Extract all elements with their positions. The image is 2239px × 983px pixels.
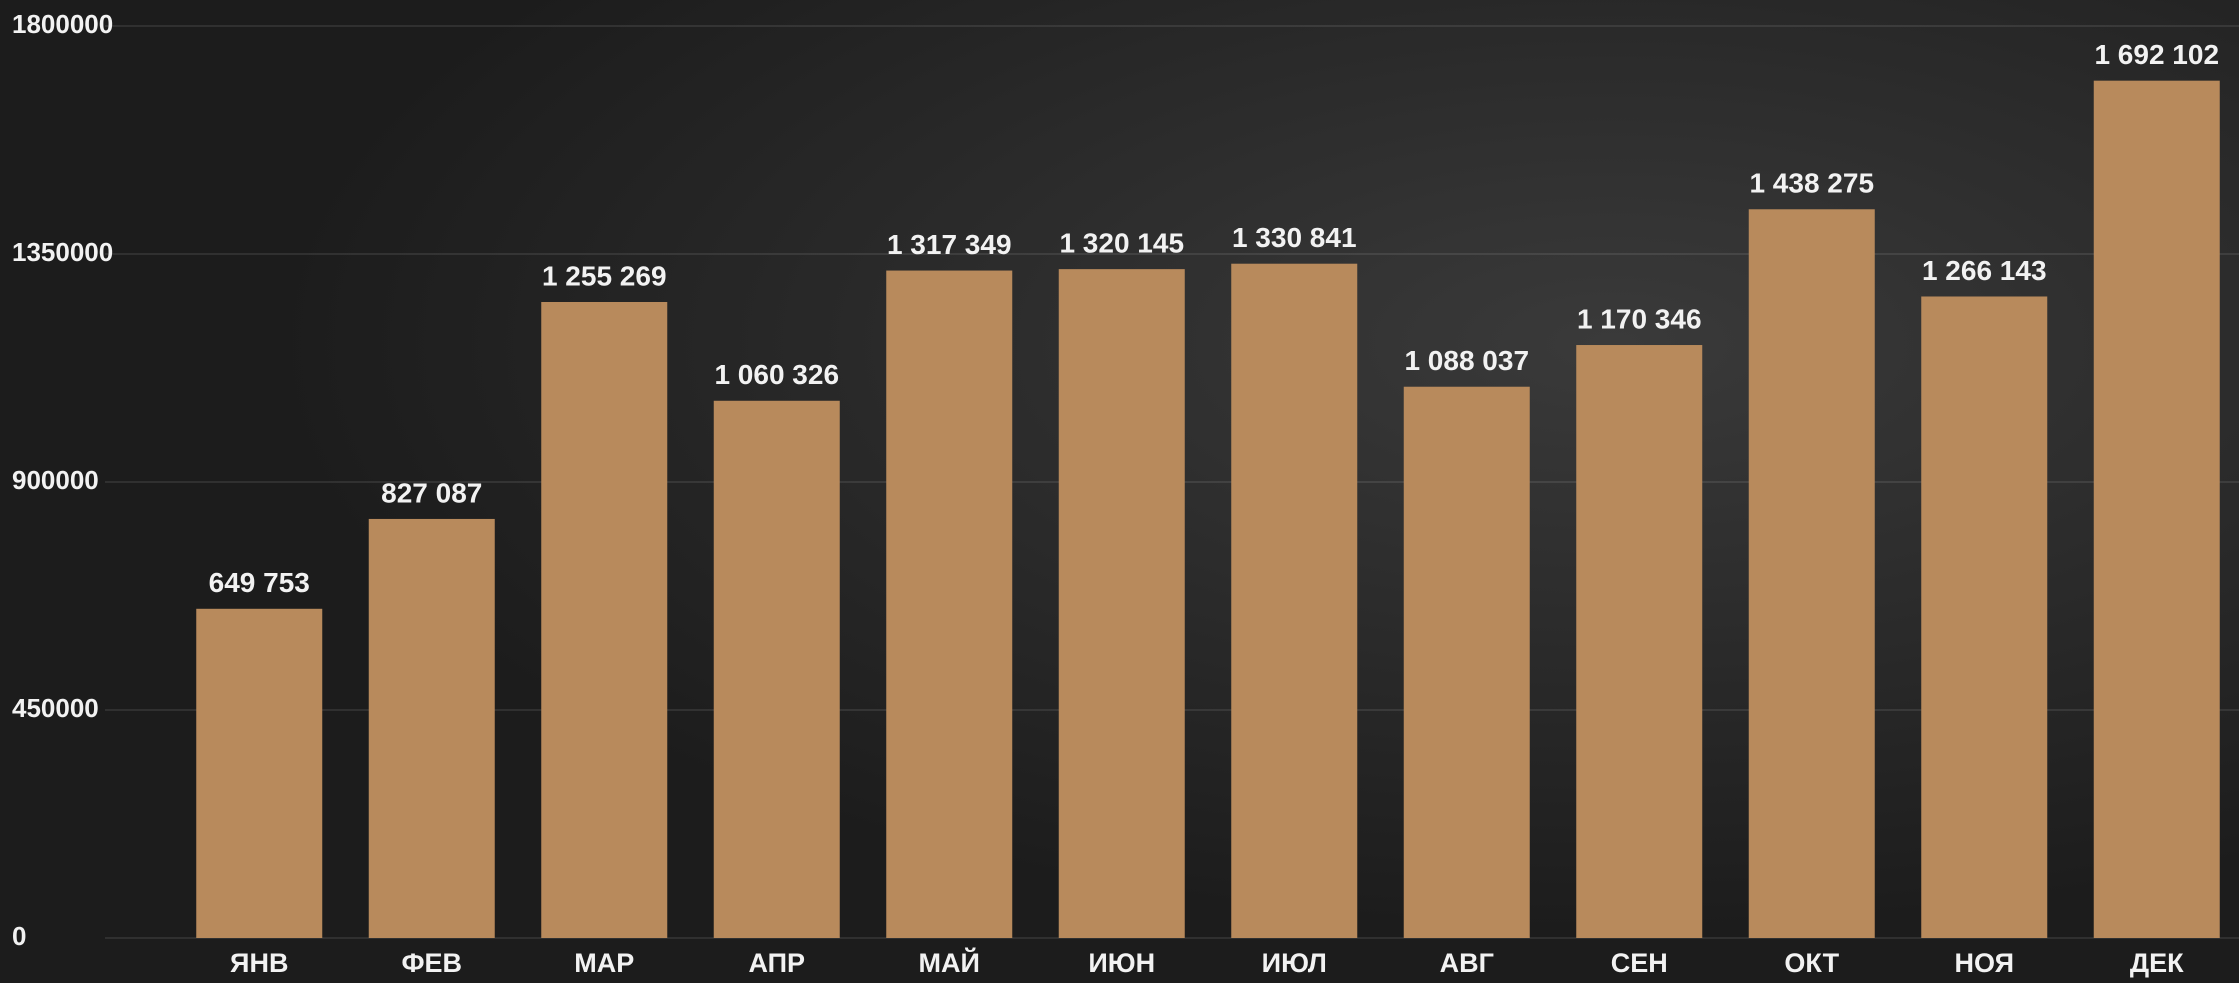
bar: [2093, 80, 2220, 938]
bar: [368, 518, 495, 938]
value-label: 1 692 102: [2094, 39, 2219, 70]
x-tick-label: МАР: [574, 948, 634, 978]
x-tick-label: ИЮЛ: [1262, 948, 1327, 978]
value-label: 1 170 346: [1577, 303, 1702, 334]
bar: [1921, 296, 2048, 938]
bar: [1576, 345, 1703, 939]
value-label: 1 330 841: [1232, 222, 1357, 253]
value-label: 1 438 275: [1749, 168, 1874, 199]
y-tick-label: 900000: [12, 465, 99, 495]
x-tick-label: ФЕВ: [401, 948, 462, 978]
y-tick-label: 1350000: [12, 237, 113, 267]
bar: [1748, 209, 1875, 939]
bar: [1231, 263, 1358, 938]
value-label: 1 320 145: [1059, 228, 1184, 259]
bar: [541, 301, 668, 938]
x-tick-label: НОЯ: [1954, 948, 2014, 978]
x-tick-label: ОКТ: [1784, 948, 1839, 978]
x-tick-label: ИЮН: [1088, 948, 1155, 978]
x-tick-label: АВГ: [1440, 948, 1494, 978]
x-tick-label: ДЕК: [2130, 948, 2184, 978]
bar: [1058, 269, 1185, 938]
value-label: 1 060 326: [714, 359, 839, 390]
value-label: 827 087: [381, 477, 482, 508]
bar: [196, 608, 323, 938]
x-tick-label: СЕН: [1611, 948, 1668, 978]
value-label: 649 753: [209, 567, 310, 598]
y-tick-label: 1800000: [12, 9, 113, 39]
value-label: 1 088 037: [1404, 345, 1529, 376]
x-tick-label: ЯНВ: [230, 948, 288, 978]
x-tick-label: АПР: [748, 948, 805, 978]
bar: [1403, 386, 1530, 938]
value-label: 1 255 269: [542, 260, 667, 291]
x-tick-label: МАЙ: [919, 947, 980, 978]
value-label: 1 266 143: [1922, 255, 2047, 286]
value-label: 1 317 349: [887, 229, 1012, 260]
bar: [886, 270, 1013, 938]
y-tick-label: 450000: [12, 693, 99, 723]
y-tick-label: 0: [12, 921, 26, 951]
bar: [713, 400, 840, 938]
